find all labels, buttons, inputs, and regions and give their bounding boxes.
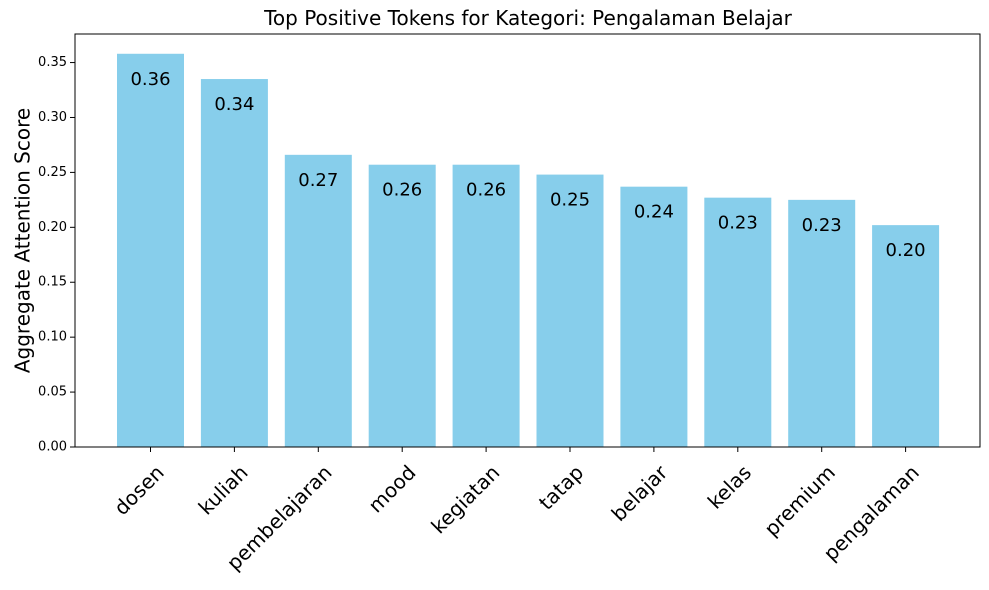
y-tick-label: 0.20 [38, 220, 67, 235]
x-tick-label: kelas [703, 460, 756, 513]
bar-pembelajaran [284, 154, 352, 447]
y-tick-label: 0.25 [38, 165, 67, 180]
data-label: 0.34 [214, 94, 254, 115]
data-label: 0.25 [550, 190, 590, 211]
bar-premium [788, 199, 856, 447]
data-label: 0.27 [298, 170, 338, 191]
plot-frame [74, 33, 981, 448]
bar-belajar [620, 186, 688, 447]
data-label: 0.23 [718, 213, 758, 234]
y-tick-label: 0.00 [38, 440, 67, 455]
data-label: 0.20 [886, 240, 926, 261]
data-label: 0.26 [382, 180, 422, 201]
bar-kegiatan [452, 164, 520, 447]
x-tick-label: dosen [109, 460, 169, 520]
bar-mood [368, 164, 436, 447]
chart-title: Top Positive Tokens for Kategori: Pengal… [263, 6, 793, 30]
y-axis-label: Aggregate Attention Score [11, 108, 35, 373]
x-tick-label: mood [363, 460, 420, 517]
x-tick-label: kegiatan [426, 460, 504, 538]
data-label: 0.24 [634, 202, 674, 223]
x-tick-label: premium [759, 460, 840, 541]
y-tick-label: 0.35 [38, 55, 67, 70]
bar-pengalaman [872, 225, 940, 447]
y-tick-label: 0.05 [38, 385, 67, 400]
bar-tatap [536, 174, 604, 447]
y-axis: 0.00 0.05 0.10 0.15 0.20 0.25 0.30 0.35 [38, 55, 75, 455]
y-tick-label: 0.15 [38, 275, 67, 290]
bars-group: 0.36 0.34 0.27 0.26 0.26 0.25 0.24 0.23 0.23 0.20 [117, 53, 940, 448]
y-tick-label: 0.30 [38, 110, 67, 125]
data-label: 0.23 [802, 215, 842, 236]
y-tick-label: 0.10 [38, 330, 67, 345]
bar-kelas [704, 197, 772, 447]
bar-kuliah [200, 79, 268, 447]
x-tick-label: belajar [607, 460, 673, 526]
x-tick-label: kuliah [194, 460, 253, 519]
x-tick-label: tatap [534, 460, 588, 514]
data-label: 0.26 [466, 180, 506, 201]
bar-dosen [117, 53, 184, 448]
data-label: 0.36 [130, 69, 170, 90]
